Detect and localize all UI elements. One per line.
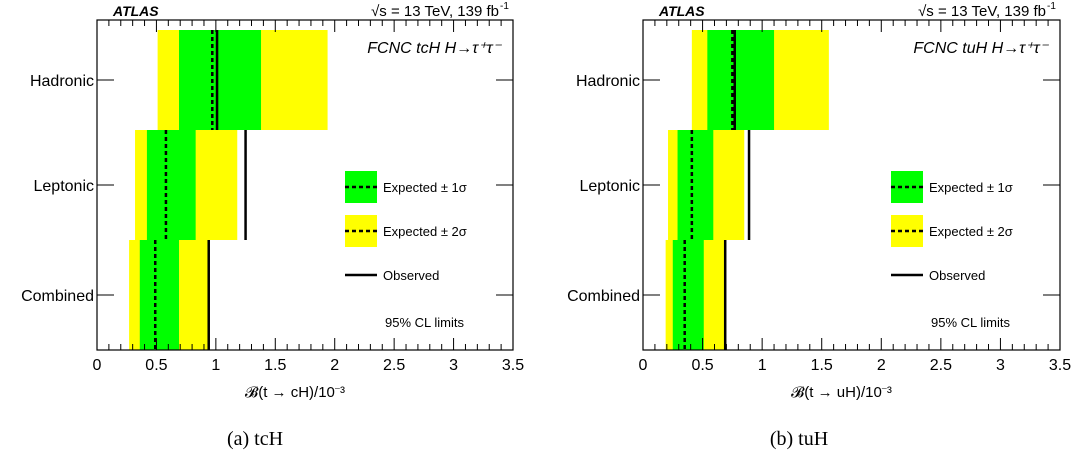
process-label: FCNC tuH H→τ⁺τ⁻	[913, 40, 1049, 57]
legend-expected-2sigma: Expected ± 2σ	[345, 215, 467, 247]
legend-label: Expected ± 1σ	[929, 180, 1013, 195]
x-tick-label: 3	[996, 357, 1005, 374]
chart-panel-2: Hadronic Leptonic Combined 0 0.5 1 1.5 2 2.5 3 3.5…	[567, 1, 1071, 450]
plot-frame	[642, 19, 1061, 351]
experiment-label: ATLAS	[112, 3, 159, 19]
category-label: Hadronic	[576, 73, 640, 90]
x-tick-label: 2.5	[930, 357, 952, 374]
band-1sigma	[146, 130, 196, 240]
legend-observed: Observed	[345, 268, 439, 283]
x-tick-label: 3	[449, 357, 458, 374]
legend-label: Expected ± 2σ	[929, 224, 1013, 239]
x-tick-label: 3.5	[502, 357, 524, 374]
panel-caption: (b) tuH	[770, 428, 828, 450]
lumi-exponent: -1	[1047, 1, 1056, 12]
x-tick-label: 1.5	[264, 357, 286, 374]
legend-label: Expected ± 1σ	[383, 180, 467, 195]
x-tick-label: 0.5	[145, 357, 167, 374]
x-tick-label: 0	[93, 357, 102, 374]
x-axis-title: 𝓑(t → uH)/10⁻³	[791, 384, 892, 401]
band-1sigma	[179, 30, 262, 130]
x-tick-label: 1.5	[811, 357, 833, 374]
x-tick-label: 1	[758, 357, 767, 374]
cl-note: 95% CL limits	[931, 315, 1010, 330]
x-tick-label: 2.5	[383, 357, 405, 374]
legend-expected-1sigma: Expected ± 1σ	[345, 171, 467, 203]
band-1sigma	[139, 240, 180, 350]
category-label: Combined	[21, 288, 94, 305]
category-label: Leptonic	[34, 178, 95, 195]
process-label: FCNC tcH H→τ⁺τ⁻	[367, 40, 502, 57]
category-label: Leptonic	[580, 178, 641, 195]
chart-panel-1: Hadronic Leptonic Combined 0 0.5 1 1.5 2 2.5 3 3.5…	[21, 1, 524, 450]
x-tick-label: 3.5	[1049, 357, 1071, 374]
energy-lumi-label: √s = 13 TeV, 139 fb	[918, 3, 1046, 20]
legend-expected-2sigma: Expected ± 2σ	[891, 215, 1013, 247]
legend-label: Observed	[929, 268, 985, 283]
legend-label: Expected ± 2σ	[383, 224, 467, 239]
legend-observed: Observed	[891, 268, 985, 283]
x-axis-title: 𝓑(t → cH)/10⁻³	[245, 384, 345, 401]
legend-label: Observed	[383, 268, 439, 283]
x-tick-label: 2	[877, 357, 886, 374]
panel-caption: (a) tcH	[227, 428, 283, 450]
cl-note: 95% CL limits	[385, 315, 464, 330]
band-1sigma	[707, 30, 775, 130]
category-label: Combined	[567, 288, 640, 305]
experiment-label: ATLAS	[658, 3, 705, 19]
band-1sigma	[677, 130, 714, 240]
band-1sigma	[672, 240, 704, 350]
x-tick-label: 0.5	[691, 357, 713, 374]
x-tick-label: 0	[639, 357, 648, 374]
x-tick-label: 1	[211, 357, 220, 374]
legend-expected-1sigma: Expected ± 1σ	[891, 171, 1013, 203]
plot-frame	[96, 19, 514, 351]
lumi-exponent: -1	[500, 1, 509, 12]
energy-lumi-label: √s = 13 TeV, 139 fb	[371, 3, 499, 20]
x-tick-label: 2	[330, 357, 339, 374]
category-label: Hadronic	[30, 73, 94, 90]
